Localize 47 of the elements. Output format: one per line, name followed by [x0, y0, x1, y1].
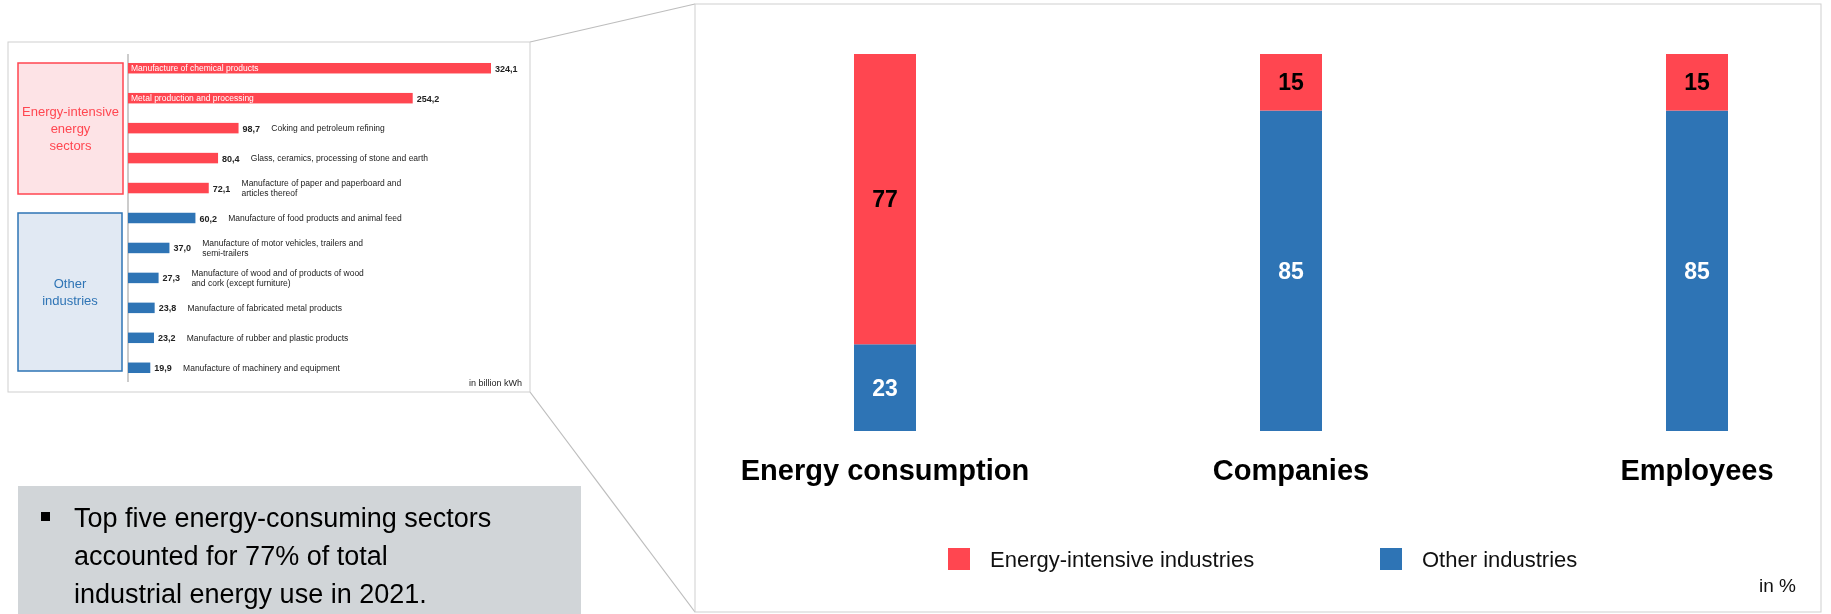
data-label: 15	[1278, 69, 1304, 96]
data-label: 19,9	[154, 363, 172, 374]
bar	[128, 332, 154, 344]
data-label: 23	[872, 374, 898, 401]
bar	[128, 242, 170, 254]
data-label: 23,2	[157, 333, 176, 344]
y-tick-label: Metal production and processing	[131, 93, 255, 104]
y-tick-label: Glass, ceramics, processing of stone and earth	[250, 153, 429, 164]
legend-label: Other industries	[1422, 547, 1578, 572]
y-tick-label: Manufacture of paper and paperboard and articles thereof	[241, 178, 402, 199]
text: Energy-intensive energy sectors	[22, 103, 119, 153]
data-label: 37,0	[173, 243, 191, 254]
y-tick-label: Manufacture of motor vehicles, trailers and semi-trailers	[202, 237, 364, 258]
y-tick-label: Manufacture of rubber and plastic products	[186, 332, 349, 343]
data-label: 85	[1278, 257, 1304, 284]
data-label: 98,7	[242, 123, 261, 134]
y-tick-label: Manufacture of wood and of products of wood and cork (except furniture)	[191, 267, 365, 288]
y-tick-label: Manufacture of machinery and equipment	[183, 362, 341, 373]
data-label: 60,2	[199, 213, 217, 224]
bar	[128, 122, 239, 134]
data-label: 23,8	[158, 303, 177, 314]
annotation: in billion kWh	[468, 378, 522, 388]
legend-label: Energy-intensive industries	[990, 547, 1255, 572]
bar	[128, 182, 209, 194]
bar	[128, 212, 196, 224]
bar	[128, 362, 151, 374]
data-label: 77	[872, 186, 898, 213]
bar	[128, 302, 155, 314]
data-label: 27,3	[162, 273, 181, 284]
data-label: 254,2	[416, 93, 440, 104]
x-tick-label: Companies	[1212, 454, 1370, 486]
data-label: 72,1	[212, 183, 231, 194]
x-tick-label: Energy consumption	[740, 454, 1030, 486]
y-tick-label: Manufacture of food products and animal feed	[228, 213, 402, 223]
y-tick-label: Coking and petroleum refining	[271, 123, 386, 134]
text: in %	[1759, 575, 1797, 596]
data-label: 80,4	[222, 153, 240, 164]
y-tick-label: Manufacture of chemical products	[131, 63, 259, 74]
text: Other industries	[42, 275, 99, 308]
y-tick-label: Manufacture of fabricated metal products	[187, 302, 342, 313]
text: Top five energy-consuming sectors accounted for 77% of total industrial energy use in 2021.	[74, 503, 492, 609]
data-label: 324,1	[495, 63, 518, 74]
x-tick-label: Employees	[1620, 454, 1774, 486]
data-label: 15	[1684, 69, 1710, 96]
data-label: 85	[1684, 257, 1710, 284]
bar	[128, 272, 159, 284]
bar	[128, 152, 219, 164]
